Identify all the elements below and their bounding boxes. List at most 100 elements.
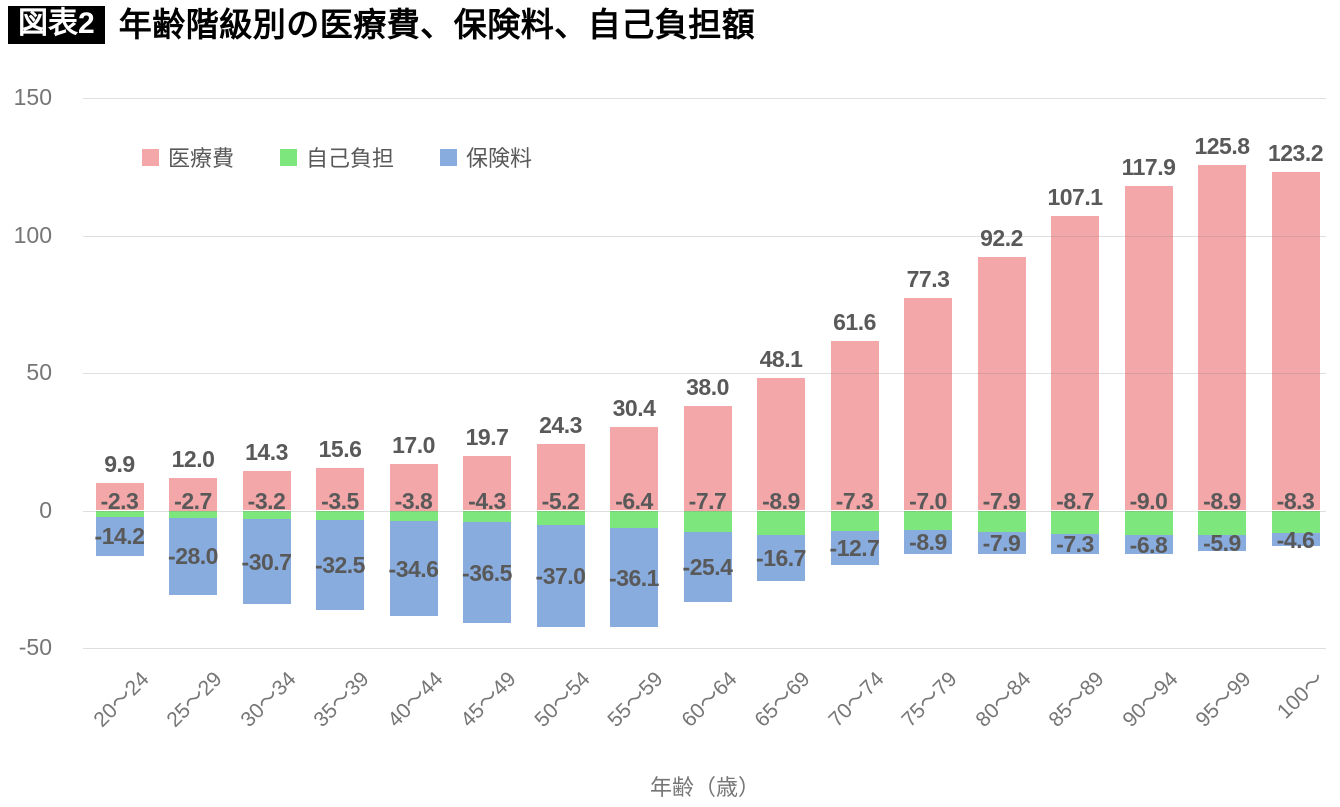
label-premium-1: -28.0 [168,543,218,570]
label-medical-9: 48.1 [759,346,803,373]
label-medical-1: 12.0 [171,445,215,472]
x-tick-label-5: 45～49 [456,667,521,732]
bar-selfpay-10 [830,510,879,531]
legend-item-0: 医療費 [142,141,234,173]
bar-premium-4 [389,520,438,617]
x-tick-label-8: 60～64 [677,667,742,732]
bar-premium-11 [904,529,952,555]
legend-label: 自己負担 [306,146,395,171]
y-tick-label--50: -50 [18,634,52,660]
label-selfpay-3: -3.5 [321,487,359,514]
label-selfpay-16: -8.3 [1276,487,1315,514]
bar-selfpay-16 [1271,510,1320,534]
bar-premium-14 [1124,535,1173,554]
label-selfpay-14: -9.0 [1129,487,1168,514]
legend-swatch-icon [142,148,159,166]
bar-selfpay-4 [389,510,438,521]
label-premium-11: -8.9 [909,528,947,555]
bar-medical-1 [169,477,217,511]
bar-premium-13 [1051,534,1099,555]
label-selfpay-2: -3.2 [247,487,286,514]
x-tick-label-12: 80～84 [971,667,1036,732]
x-tick-label-2: 30～34 [236,667,301,732]
label-medical-15: 125.8 [1194,132,1250,159]
bar-selfpay-14 [1124,510,1173,536]
bar-premium-6 [536,524,585,627]
bar-medical-9 [757,378,805,511]
label-medical-10: 61.6 [833,309,876,336]
bar-premium-8 [683,531,732,602]
legend-swatch-icon [280,148,298,166]
label-medical-4: 17.0 [392,431,435,458]
label-premium-16: -4.6 [1276,526,1315,553]
x-tick-label-15: 95～99 [1191,667,1256,732]
label-selfpay-11: -7.0 [909,487,947,514]
bar-premium-0 [95,516,144,556]
label-selfpay-13: -8.7 [1056,487,1094,514]
bar-selfpay-5 [463,510,511,523]
label-premium-6: -37.0 [535,562,586,589]
bar-medical-16 [1271,171,1320,511]
y-tick-label-100: 100 [13,221,52,248]
legend-swatch-icon [440,148,458,166]
x-tick-label-7: 55～59 [603,667,668,732]
bar-premium-10 [830,530,879,566]
bar-selfpay-12 [977,510,1026,533]
label-medical-7: 30.4 [612,394,656,421]
bar-medical-11 [904,297,952,511]
x-tick-label-16: 100～ [1273,667,1330,724]
x-axis-title: 年齢（歳） [649,775,760,800]
bar-medical-2 [242,471,291,511]
bar-medical-7 [610,426,658,511]
bar-medical-3 [316,467,364,511]
legend-item-2: 保険料 [440,141,532,173]
label-medical-5: 19.7 [465,424,509,451]
label-premium-8: -25.4 [682,553,733,580]
bar-premium-16 [1271,533,1320,546]
chart-legend: 医療費 自己負担 保険料 [142,141,532,173]
gridline-150 [83,98,1326,99]
x-tick-label-13: 85～89 [1044,667,1109,732]
bar-premium-12 [977,532,1026,554]
y-tick-label-50: 50 [26,359,52,385]
bar-medical-13 [1051,215,1099,511]
label-medical-12: 92.2 [980,224,1023,251]
label-selfpay-8: -7.7 [688,487,727,514]
label-selfpay-15: -8.9 [1203,487,1241,514]
legend-item-1: 自己負担 [280,141,394,173]
bar-premium-2 [242,519,291,604]
label-premium-3: -32.5 [315,551,365,578]
x-tick-label-3: 35～39 [309,667,374,732]
label-medical-6: 24.3 [539,411,582,438]
bar-medical-15 [1198,164,1246,511]
bar-selfpay-0 [95,510,144,517]
label-medical-11: 77.3 [906,265,950,292]
bar-selfpay-2 [242,510,291,520]
bar-medical-10 [830,341,879,511]
label-premium-9: -16.7 [756,544,806,571]
y-tick-label-150: 150 [13,84,52,110]
bar-premium-1 [169,517,217,595]
x-tick-label-9: 65～69 [750,667,815,732]
x-tick-label-4: 40～44 [383,667,448,732]
label-selfpay-12: -7.9 [982,487,1021,514]
label-premium-0: -14.2 [94,523,145,550]
label-selfpay-1: -2.7 [174,487,212,514]
figure-tag: 図表2 [8,6,105,44]
label-selfpay-5: -4.3 [468,487,506,514]
gridline--50 [83,648,1326,649]
label-premium-4: -34.6 [388,555,439,582]
bar-medical-8 [683,406,732,511]
legend-label: 保険料 [466,146,533,171]
bar-medical-5 [463,456,511,511]
bar-premium-7 [610,528,658,628]
x-tick-label-14: 90～94 [1118,667,1183,732]
bar-premium-5 [463,522,511,623]
label-medical-3: 15.6 [318,435,362,462]
label-selfpay-7: -6.4 [615,487,653,514]
x-tick-label-1: 25～29 [162,667,227,732]
y-tick-label-0: 0 [39,496,52,523]
gridline-50 [83,373,1326,374]
bar-premium-3 [316,520,364,610]
